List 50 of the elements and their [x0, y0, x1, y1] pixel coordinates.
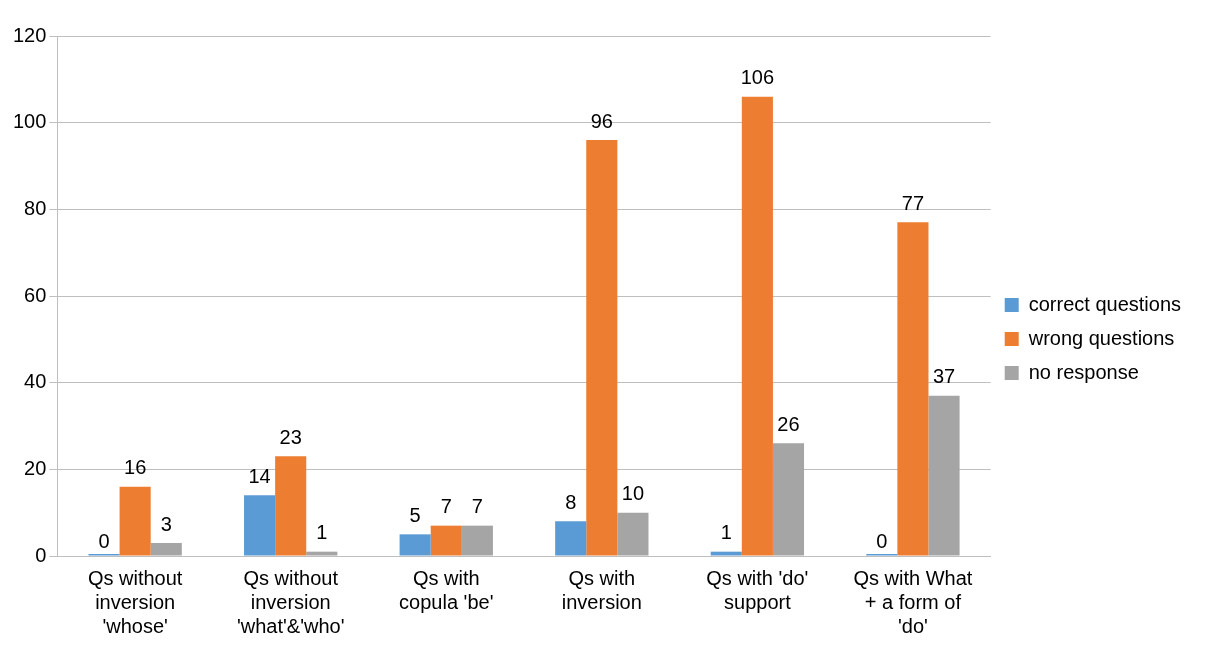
bar	[430, 525, 462, 556]
data-label: 16	[124, 456, 147, 479]
data-label: 96	[590, 109, 613, 132]
bar	[275, 456, 307, 556]
data-label: 26	[777, 412, 800, 435]
data-label: 1	[720, 521, 732, 544]
bar	[897, 222, 929, 556]
bar	[150, 543, 182, 556]
bar	[306, 551, 338, 556]
bar	[586, 140, 618, 556]
data-label: 5	[409, 503, 421, 526]
bar	[461, 525, 493, 556]
y-tick-label: 100	[12, 110, 47, 133]
bar	[772, 443, 805, 556]
legend-label: correct questions	[1028, 292, 1181, 315]
bar	[399, 534, 431, 556]
data-label: 14	[248, 464, 271, 487]
bar	[555, 521, 587, 556]
y-tick-label: 0	[35, 543, 47, 566]
data-label: 1	[316, 521, 328, 544]
data-label: 77	[901, 191, 925, 214]
data-label: 0	[876, 529, 888, 552]
x-tick-label: Qs without inversion 'whose'	[87, 566, 183, 637]
data-label: 7	[471, 495, 483, 518]
data-label: 37	[932, 365, 956, 388]
y-tick-label: 60	[24, 283, 47, 306]
data-label: 10	[621, 482, 645, 505]
y-tick-label: 40	[24, 370, 47, 393]
data-label: 23	[279, 425, 302, 448]
legend-label: wrong questions	[1027, 326, 1175, 349]
data-label: 106	[740, 66, 775, 89]
x-tick-label: Qs with What + a form of 'do'	[853, 566, 973, 637]
data-label: 8	[565, 490, 577, 513]
data-label: 3	[160, 512, 172, 535]
x-tick-label: Qs with copula 'be'	[399, 566, 494, 613]
y-tick-label: 120	[12, 23, 47, 46]
x-tick-label: Qs with inversion	[561, 566, 642, 613]
bar	[119, 486, 151, 556]
x-tick-label: Qs with 'do' support	[706, 566, 809, 613]
y-tick-label: 80	[24, 196, 47, 219]
bar	[741, 96, 773, 556]
x-tick-label: Qs without inversion 'what'&'who'	[236, 566, 345, 637]
bar	[617, 512, 649, 556]
data-label: 0	[98, 529, 110, 552]
data-label: 7	[440, 495, 452, 518]
legend-label: no response	[1028, 360, 1139, 383]
bar	[928, 395, 960, 556]
y-tick-label: 20	[24, 456, 47, 479]
bar	[244, 495, 276, 556]
bar	[710, 551, 742, 556]
